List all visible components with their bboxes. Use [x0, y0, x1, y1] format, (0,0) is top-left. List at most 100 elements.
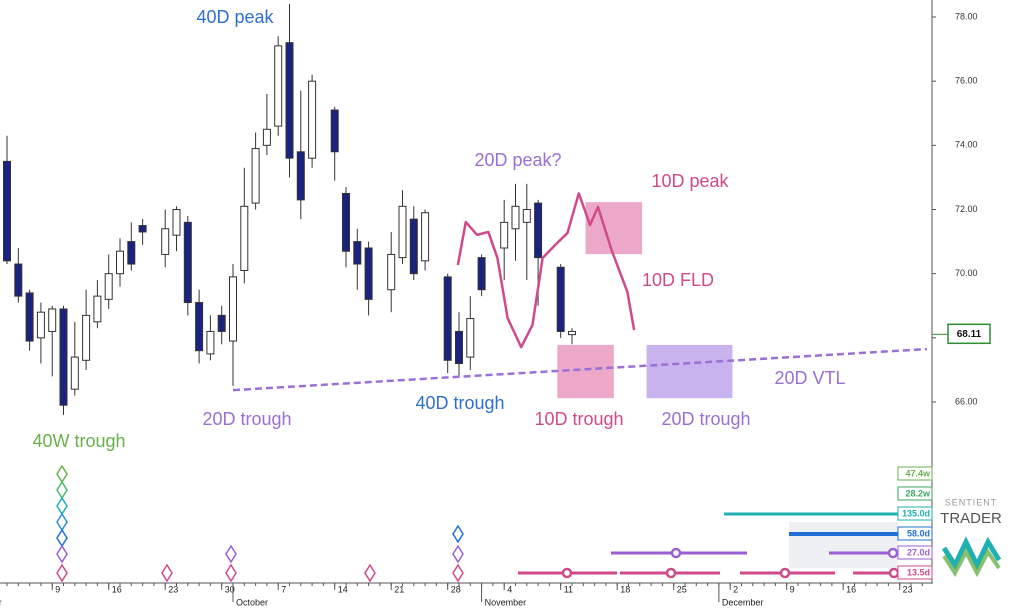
- x-tick-label: 9: [55, 584, 60, 594]
- candle-body: [25, 292, 34, 342]
- logo-mark: [942, 547, 1001, 578]
- candle-body: [251, 148, 260, 204]
- x-tick-label: 16: [112, 584, 122, 594]
- plot-area: 40D peak 20D peak? 10D peak 10D FLD 20D VTL 2…: [3, 4, 927, 583]
- y-tick-label: 72.00: [955, 204, 978, 214]
- cycle-label-box: [897, 565, 933, 580]
- candle-body: [308, 80, 317, 159]
- candle-body: [93, 295, 102, 323]
- candle-body: [522, 209, 531, 223]
- annotation: 20D trough: [661, 409, 750, 429]
- month-label: December: [722, 597, 764, 607]
- annotation: 10D FLD: [642, 270, 714, 290]
- candle-body: [421, 212, 430, 262]
- annotation: 10D trough: [534, 409, 623, 429]
- cycle-marker: [887, 547, 899, 559]
- y-tick-label: 66.00: [955, 396, 978, 406]
- candle-body: [341, 192, 350, 252]
- candle-body: [556, 266, 565, 332]
- annotation: 40D trough: [415, 393, 504, 413]
- cycle-label: 47.4w: [905, 468, 931, 478]
- cycle-diamond: [225, 544, 237, 564]
- candle-body: [477, 257, 486, 291]
- x-tick-label: 25: [677, 584, 687, 594]
- candle-body: [398, 205, 407, 259]
- y-tick-label: 78.00: [955, 11, 978, 21]
- cycle-label: 135.0d: [902, 508, 930, 518]
- cycle-label-box: [897, 506, 933, 521]
- candle-body: [387, 253, 396, 291]
- annotation: 20D trough: [202, 409, 291, 429]
- month-label: October: [236, 597, 268, 607]
- candle-body: [217, 314, 226, 332]
- cycle-diamond: [225, 563, 237, 583]
- cycle-marker: [670, 547, 682, 559]
- candle-body: [48, 308, 57, 332]
- candle-body: [3, 160, 12, 262]
- candle-body: [14, 263, 23, 297]
- cycle-zone: [646, 344, 733, 399]
- candle-body: [511, 205, 520, 230]
- cycle-marker: [665, 567, 677, 579]
- cycle-diamond: [452, 544, 464, 564]
- cycle-marker: [779, 567, 791, 579]
- annotation: 10D peak: [651, 171, 729, 191]
- candle-body: [104, 273, 113, 300]
- annotation: 40D peak: [196, 7, 274, 27]
- candle-body: [70, 356, 79, 390]
- cycle-diamond: [56, 563, 68, 583]
- x-tick-label: 9: [790, 584, 795, 594]
- candle-body: [206, 330, 215, 355]
- annotation: 20D peak?: [474, 150, 561, 170]
- candle-body: [161, 228, 170, 255]
- candle-body: [127, 241, 136, 265]
- vtl-line: [232, 347, 927, 392]
- cycle-label: 58.0d: [907, 528, 930, 538]
- fld-line: [456, 192, 636, 349]
- x-tick-label: 16: [846, 584, 856, 594]
- cycle-diamond: [364, 563, 376, 583]
- cycle-shade: [789, 522, 898, 568]
- candle-body: [82, 314, 91, 361]
- month-label: November: [485, 597, 527, 607]
- candle-body: [138, 225, 147, 233]
- candle-body: [409, 218, 418, 275]
- candle-body: [534, 202, 543, 259]
- candle-body: [353, 241, 362, 265]
- candle-body: [240, 205, 249, 271]
- annotation: 20D VTL: [774, 368, 845, 388]
- x-tick-label: 23: [168, 584, 178, 594]
- cycle-label: 13.5d: [907, 567, 930, 577]
- candle-body: [567, 330, 576, 336]
- candle-body: [195, 302, 204, 352]
- candle-body: [500, 221, 509, 249]
- x-tick-label: 28: [451, 584, 461, 594]
- candle-body: [364, 247, 373, 300]
- logo-mark: [941, 536, 1002, 571]
- candle-body: [59, 308, 68, 406]
- x-tick-label: 23: [903, 584, 913, 594]
- candle-body: [443, 276, 452, 361]
- logo: SENTIENT TRADER: [940, 497, 1002, 578]
- logo-line1: SENTIENT: [945, 497, 998, 507]
- cycle-diamond: [161, 563, 173, 583]
- month-label: September: [0, 597, 2, 607]
- cycle-label-box: [897, 526, 933, 541]
- candle-body: [116, 250, 125, 275]
- cycle-diamond: [452, 524, 464, 544]
- x-tick-label: 4: [507, 584, 512, 594]
- y-tick-label: 74.00: [955, 140, 978, 150]
- cycle-marker: [561, 567, 573, 579]
- cycle-label: 28.2w: [905, 488, 931, 498]
- cycle-diamond: [452, 563, 464, 583]
- last-price-label: 68.11: [957, 329, 982, 340]
- candle-body: [330, 109, 339, 153]
- cycle-label-box: [897, 466, 933, 481]
- cycle-label-box: [897, 486, 933, 501]
- y-tick-label: 76.00: [955, 76, 978, 86]
- cycle-marker: [888, 567, 900, 579]
- cycle-diamond: [56, 544, 68, 564]
- candle-body: [454, 330, 463, 365]
- x-tick-label: 2: [733, 584, 738, 594]
